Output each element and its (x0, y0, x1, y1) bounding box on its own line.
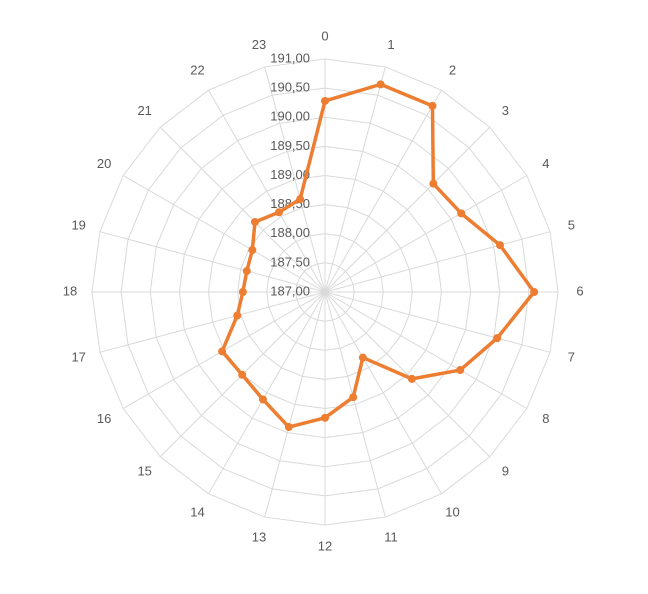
category-label: 12 (318, 538, 332, 553)
data-point (274, 208, 283, 217)
y-tick-label: 189,00 (270, 167, 310, 182)
spoke (264, 291, 326, 518)
category-label: 15 (137, 464, 151, 479)
data-point (258, 395, 267, 404)
category-label: 23 (252, 37, 266, 52)
data-point (218, 347, 227, 356)
data-point (428, 101, 437, 110)
category-label: 13 (252, 530, 266, 545)
category-label: 2 (449, 63, 456, 78)
spoke (159, 126, 326, 293)
spoke (122, 175, 326, 293)
category-label: 4 (542, 156, 549, 171)
category-label: 5 (568, 217, 575, 232)
data-point (296, 195, 305, 204)
category-label: 11 (384, 530, 398, 545)
category-label: 20 (97, 156, 111, 171)
category-label: 8 (542, 411, 549, 426)
data-point (321, 96, 329, 105)
y-tick-label: 191,00 (270, 50, 310, 65)
category-label: 7 (568, 349, 575, 364)
spoke (99, 231, 326, 293)
data-point (530, 288, 539, 296)
data-point (321, 413, 329, 422)
data-point (407, 374, 416, 383)
series-line (220, 82, 536, 429)
data-point (250, 217, 259, 226)
category-label: 16 (97, 411, 111, 426)
spoke (324, 291, 386, 518)
data-point (238, 370, 247, 379)
spoke (324, 231, 551, 293)
category-label: 9 (502, 464, 509, 479)
data-point (456, 366, 465, 375)
spoke (324, 175, 528, 293)
data-point (493, 334, 502, 343)
y-tick-label: 190,00 (270, 109, 310, 124)
spoke (208, 291, 326, 495)
data-point (233, 311, 242, 320)
spoke (99, 291, 326, 353)
spoke (208, 89, 326, 293)
spoke (324, 291, 491, 458)
y-tick-label: 190,50 (270, 80, 310, 95)
category-label: 10 (445, 504, 459, 519)
data-point (457, 209, 466, 218)
category-label: 1 (387, 37, 394, 52)
y-tick-label: 187,50 (270, 254, 310, 269)
category-label: 3 (502, 103, 509, 118)
data-point (238, 288, 247, 296)
category-label: 0 (321, 28, 328, 43)
spoke (264, 66, 326, 293)
data-point (242, 267, 251, 276)
spoke (324, 126, 491, 293)
spoke (324, 291, 528, 409)
category-label: 17 (71, 349, 85, 364)
spoke (324, 291, 551, 353)
category-label: 6 (576, 283, 583, 298)
y-tick-label: 188,00 (270, 225, 310, 240)
spoke (324, 291, 442, 495)
data-point (376, 80, 385, 89)
category-label: 14 (190, 504, 204, 519)
category-label: 18 (63, 283, 77, 298)
data-point (248, 246, 257, 255)
data-point (429, 179, 438, 188)
data-point (358, 353, 367, 362)
category-label: 21 (137, 103, 151, 118)
data-point (349, 393, 358, 402)
spoke (324, 66, 386, 293)
spoke (324, 89, 442, 293)
y-tick-label: 187,00 (270, 283, 310, 298)
category-label: 22 (190, 63, 204, 78)
data-point (284, 423, 293, 432)
y-tick-label: 189,50 (270, 138, 310, 153)
data-point (495, 241, 504, 250)
category-label: 19 (71, 217, 85, 232)
